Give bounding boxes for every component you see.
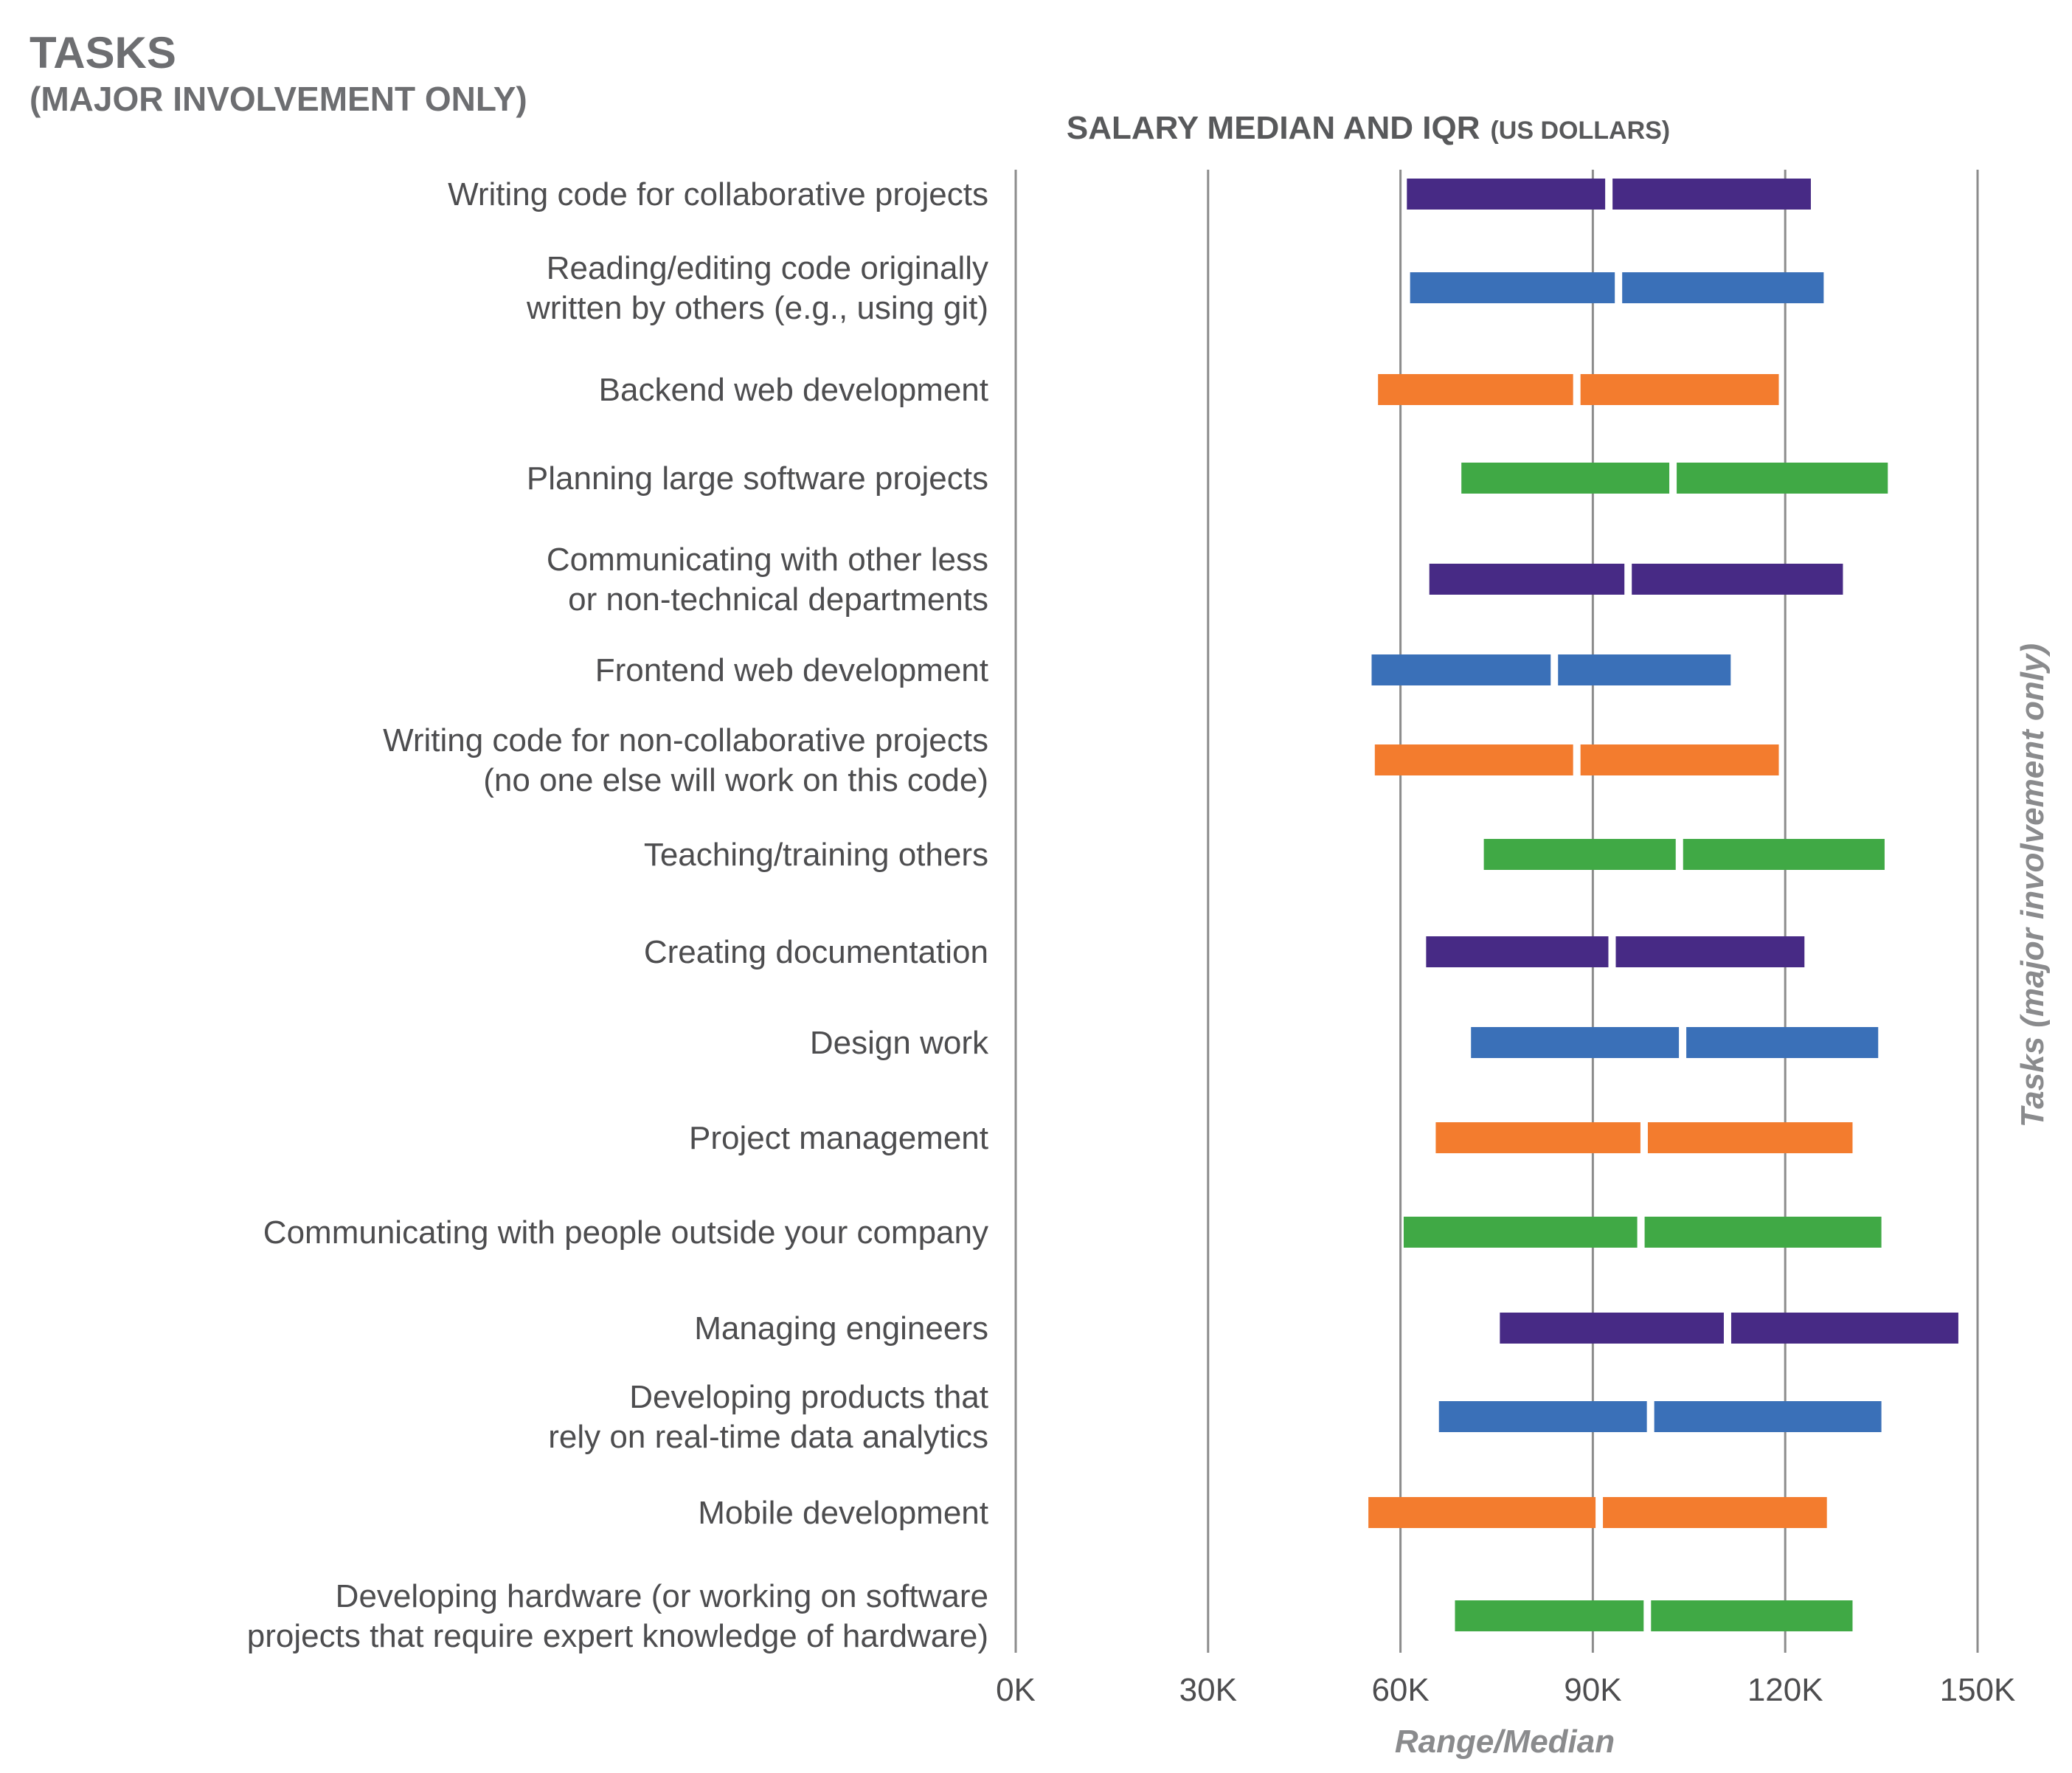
- category-label: Planning large software projects: [527, 460, 988, 497]
- category-label-line: (no one else will work on this code): [483, 762, 988, 798]
- bar-lower-iqr: [1461, 463, 1670, 494]
- category-label-line: Teaching/training others: [644, 837, 988, 873]
- bar-lower-iqr: [1374, 744, 1573, 775]
- category-label: Communicating with people outside your c…: [263, 1214, 988, 1251]
- category-label: Mobile development: [698, 1495, 988, 1531]
- category-label-line: rely on real-time data analytics: [548, 1419, 988, 1455]
- category-label: Developing hardware (or working on softw…: [247, 1578, 988, 1654]
- gridlines: [1014, 170, 1979, 1653]
- bar-lower-iqr: [1378, 374, 1573, 405]
- category-label-line: Communicating with other less: [547, 542, 988, 578]
- bar-upper-iqr: [1677, 463, 1888, 494]
- bar-upper-iqr: [1647, 1122, 1853, 1153]
- category-label-line: Managing engineers: [694, 1310, 988, 1347]
- bar-lower-iqr: [1500, 1313, 1724, 1344]
- bar-lower-iqr: [1410, 272, 1615, 303]
- category-label: Writing code for collaborative projects: [448, 176, 988, 212]
- bar-upper-iqr: [1580, 744, 1779, 775]
- x-tick-label: 120K: [1747, 1672, 1823, 1708]
- bar-lower-iqr: [1426, 936, 1609, 967]
- bar-upper-iqr: [1654, 1401, 1882, 1432]
- category-label-line: Developing hardware (or working on softw…: [336, 1578, 988, 1614]
- bar-lower-iqr: [1471, 1027, 1680, 1058]
- bar-lower-iqr: [1438, 1401, 1647, 1432]
- bar-upper-iqr: [1622, 272, 1824, 303]
- category-label-line: Planning large software projects: [527, 460, 988, 497]
- category-label-line: Creating documentation: [644, 934, 988, 970]
- bar-lower-iqr: [1407, 179, 1606, 210]
- x-tick-labels: 0K 30K 60K 90K 120K 150K: [996, 1672, 2015, 1708]
- x-tick-label: 60K: [1371, 1672, 1429, 1708]
- category-label: Managing engineers: [694, 1310, 988, 1347]
- y-axis-title: Tasks (major involvement only): [2014, 643, 2051, 1127]
- bar-lower-iqr: [1371, 654, 1551, 685]
- category-label: Teaching/training others: [644, 837, 988, 873]
- category-label-line: Writing code for non-collaborative proje…: [383, 722, 988, 758]
- category-label-line: projects that require expert knowledge o…: [247, 1618, 988, 1654]
- category-label: Frontend web development: [595, 652, 988, 688]
- chart-title-main: SALARY MEDIAN AND IQR: [1067, 110, 1480, 146]
- bar-upper-iqr: [1683, 839, 1885, 870]
- category-label-line: Communicating with people outside your c…: [263, 1214, 988, 1251]
- category-label-line: Developing products that: [629, 1379, 988, 1415]
- bar-upper-iqr: [1730, 1313, 1958, 1344]
- bar-upper-iqr: [1603, 1497, 1827, 1528]
- bar-lower-iqr: [1455, 1600, 1644, 1631]
- bar-lower-iqr: [1403, 1217, 1638, 1248]
- category-label-line: or non-technical departments: [568, 581, 988, 618]
- x-tick-label: 0K: [996, 1672, 1036, 1708]
- category-label-line: Backend web development: [599, 372, 988, 408]
- bar-lower-iqr: [1483, 839, 1676, 870]
- bar-lower-iqr: [1435, 1122, 1640, 1153]
- category-label-line: Project management: [689, 1120, 988, 1156]
- category-label: Creating documentation: [644, 934, 988, 970]
- bar-upper-iqr: [1644, 1217, 1882, 1248]
- bar-upper-iqr: [1632, 564, 1843, 595]
- x-tick-label: 90K: [1564, 1672, 1621, 1708]
- x-tick-label: 150K: [1940, 1672, 2016, 1708]
- category-label: Communicating with other less or non-tech…: [547, 542, 988, 618]
- bar-upper-iqr: [1612, 179, 1811, 210]
- x-tick-label: 30K: [1179, 1672, 1237, 1708]
- category-label-line: written by others (e.g., using git): [526, 290, 988, 326]
- bar-upper-iqr: [1615, 936, 1805, 967]
- category-label-line: Mobile development: [698, 1495, 988, 1531]
- chart-title-unit: (US DOLLARS): [1490, 117, 1670, 145]
- category-label: Project management: [689, 1120, 988, 1156]
- bar-upper-iqr: [1558, 654, 1731, 685]
- category-label: Reading/editing code originally written b…: [526, 250, 988, 326]
- category-label-line: Writing code for collaborative projects: [448, 176, 988, 212]
- category-label: Design work: [810, 1025, 989, 1061]
- page-title: TASKS: [30, 28, 176, 77]
- category-label: Developing products that rely on real-tim…: [548, 1379, 988, 1455]
- bar-upper-iqr: [1580, 374, 1779, 405]
- bar-lower-iqr: [1368, 1497, 1596, 1528]
- page-subtitle: (MAJOR INVOLVEMENT ONLY): [30, 80, 527, 118]
- category-label-line: Frontend web development: [595, 652, 988, 688]
- bar-upper-iqr: [1686, 1027, 1879, 1058]
- category-labels: Writing code for collaborative projects R…: [247, 176, 989, 1654]
- x-axis-title: Range/Median: [1395, 1724, 1615, 1760]
- bar-lower-iqr: [1429, 564, 1625, 595]
- chart-title: SALARY MEDIAN AND IQR (US DOLLARS): [1067, 110, 1670, 146]
- bar-upper-iqr: [1651, 1600, 1853, 1631]
- category-label: Backend web development: [599, 372, 988, 408]
- bars: [1368, 179, 1958, 1631]
- category-label-line: Reading/editing code originally: [547, 250, 988, 286]
- category-label: Writing code for non-collaborative proje…: [383, 722, 988, 798]
- category-label-line: Design work: [810, 1025, 989, 1061]
